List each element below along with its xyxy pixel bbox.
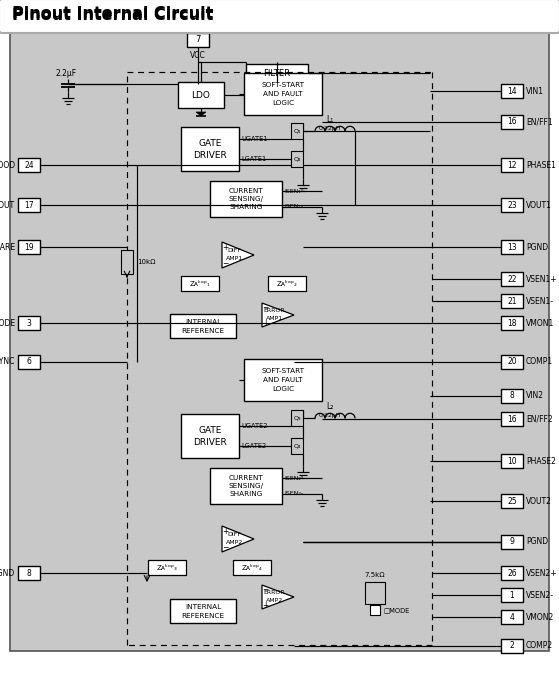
Text: +: +	[222, 526, 228, 536]
Text: Q₄: Q₄	[293, 444, 301, 448]
Text: CURRENT: CURRENT	[229, 188, 263, 194]
Text: 2.2µF: 2.2µF	[55, 69, 77, 77]
Bar	[501, 412, 523, 426]
Bar	[370, 605, 380, 615]
Text: AND FAULT: AND FAULT	[263, 377, 303, 383]
Text: L₂: L₂	[326, 402, 334, 411]
Bar	[246, 64, 308, 82]
Polygon shape	[196, 112, 206, 116]
Text: AND FAULT: AND FAULT	[263, 91, 303, 97]
Text: 18: 18	[507, 318, 517, 328]
Text: VCC: VCC	[190, 52, 206, 61]
Bar	[233, 560, 271, 575]
Text: 7: 7	[195, 36, 201, 44]
Bar	[18, 566, 40, 580]
Bar	[18, 316, 40, 330]
Text: Q₁: Q₁	[293, 129, 301, 134]
Text: LGATE1: LGATE1	[241, 155, 266, 162]
Bar	[291, 123, 303, 139]
Bar	[501, 158, 523, 172]
Text: 2: 2	[510, 641, 514, 651]
Bar	[181, 414, 239, 458]
Text: SYNC: SYNC	[0, 357, 15, 367]
Text: Zᴀᵏᵒᵖ₂: Zᴀᵏᵒᵖ₂	[277, 281, 297, 287]
Text: 0.32µH: 0.32µH	[319, 126, 342, 131]
Text: ERROR: ERROR	[263, 590, 285, 596]
Text: VSEN1-: VSEN1-	[526, 297, 554, 306]
Text: 3: 3	[27, 318, 31, 328]
Text: UGATE1: UGATE1	[241, 137, 267, 142]
Text: Q₂: Q₂	[293, 156, 301, 161]
Text: 14: 14	[507, 87, 517, 96]
Text: 9: 9	[510, 538, 514, 546]
Text: 23: 23	[507, 201, 517, 209]
Text: 16: 16	[507, 415, 517, 423]
Bar	[501, 566, 523, 580]
Text: INTERNAL: INTERNAL	[185, 320, 221, 326]
Text: Q₃: Q₃	[293, 416, 301, 421]
Text: VMON2: VMON2	[526, 612, 555, 621]
Text: 20: 20	[507, 357, 517, 367]
Text: Zᴀᵏᵒᵖ₁: Zᴀᵏᵒᵖ₁	[190, 281, 210, 287]
Text: EN/FF2: EN/FF2	[526, 415, 553, 423]
Text: REFERENCE: REFERENCE	[182, 613, 225, 618]
Text: 13: 13	[507, 242, 517, 252]
Text: INTERNAL: INTERNAL	[185, 604, 221, 610]
Bar	[501, 389, 523, 403]
Text: −: −	[222, 260, 228, 269]
Text: FILTER: FILTER	[263, 69, 291, 77]
Text: L₁: L₁	[326, 115, 334, 124]
Bar	[501, 610, 523, 624]
Text: SHARING: SHARING	[229, 204, 263, 210]
FancyBboxPatch shape	[0, 0, 559, 33]
Polygon shape	[222, 242, 254, 268]
Text: PGND: PGND	[526, 538, 548, 546]
Bar	[501, 535, 523, 549]
Text: DRIVER: DRIVER	[193, 151, 227, 160]
Text: 19: 19	[24, 242, 34, 252]
Text: SHARING: SHARING	[229, 491, 263, 497]
Text: 10: 10	[507, 456, 517, 466]
Text: ISHARE: ISHARE	[0, 242, 15, 252]
Text: 8: 8	[510, 392, 514, 400]
Text: CURRENT: CURRENT	[229, 475, 263, 481]
Text: 12: 12	[507, 160, 517, 170]
Text: UGATE2: UGATE2	[241, 423, 268, 429]
Text: COMP1: COMP1	[526, 357, 553, 367]
Text: AMP2: AMP2	[266, 598, 283, 604]
Text: VOUT2: VOUT2	[526, 497, 552, 505]
Text: VOUT1: VOUT1	[526, 201, 552, 209]
Polygon shape	[222, 526, 254, 552]
Text: PHASE2: PHASE2	[526, 456, 556, 466]
Text: AMP1: AMP1	[226, 256, 243, 262]
Text: Pinout Internal Circuit: Pinout Internal Circuit	[12, 7, 214, 22]
Text: 1: 1	[510, 590, 514, 600]
Text: GATE: GATE	[198, 139, 222, 148]
Text: ISEN₂ᵞ: ISEN₂ᵞ	[284, 476, 303, 481]
Bar	[121, 250, 133, 274]
Text: −: −	[222, 544, 228, 553]
Text: LDO: LDO	[192, 90, 210, 100]
Text: DIFF: DIFF	[227, 248, 241, 254]
Bar	[210, 181, 282, 217]
Bar	[291, 151, 303, 167]
Text: Pinout Internal Circuit: Pinout Internal Circuit	[12, 9, 214, 24]
Text: VIN1: VIN1	[526, 87, 544, 96]
Bar	[291, 411, 303, 426]
Bar	[244, 359, 322, 401]
Text: CLKOUT: CLKOUT	[0, 201, 15, 209]
Bar	[501, 639, 523, 653]
Text: PGND: PGND	[526, 242, 548, 252]
Text: 0.32µH: 0.32µH	[319, 413, 342, 418]
Text: SOFT-START: SOFT-START	[262, 81, 305, 87]
Text: LOGIC: LOGIC	[272, 386, 294, 392]
Bar	[170, 599, 236, 623]
Text: SENSING/: SENSING/	[229, 196, 263, 202]
Bar	[501, 494, 523, 508]
Text: GATE: GATE	[198, 426, 222, 435]
Text: 6: 6	[27, 357, 31, 367]
Text: AMP2: AMP2	[225, 540, 243, 546]
Bar	[210, 468, 282, 504]
Bar	[18, 158, 40, 172]
